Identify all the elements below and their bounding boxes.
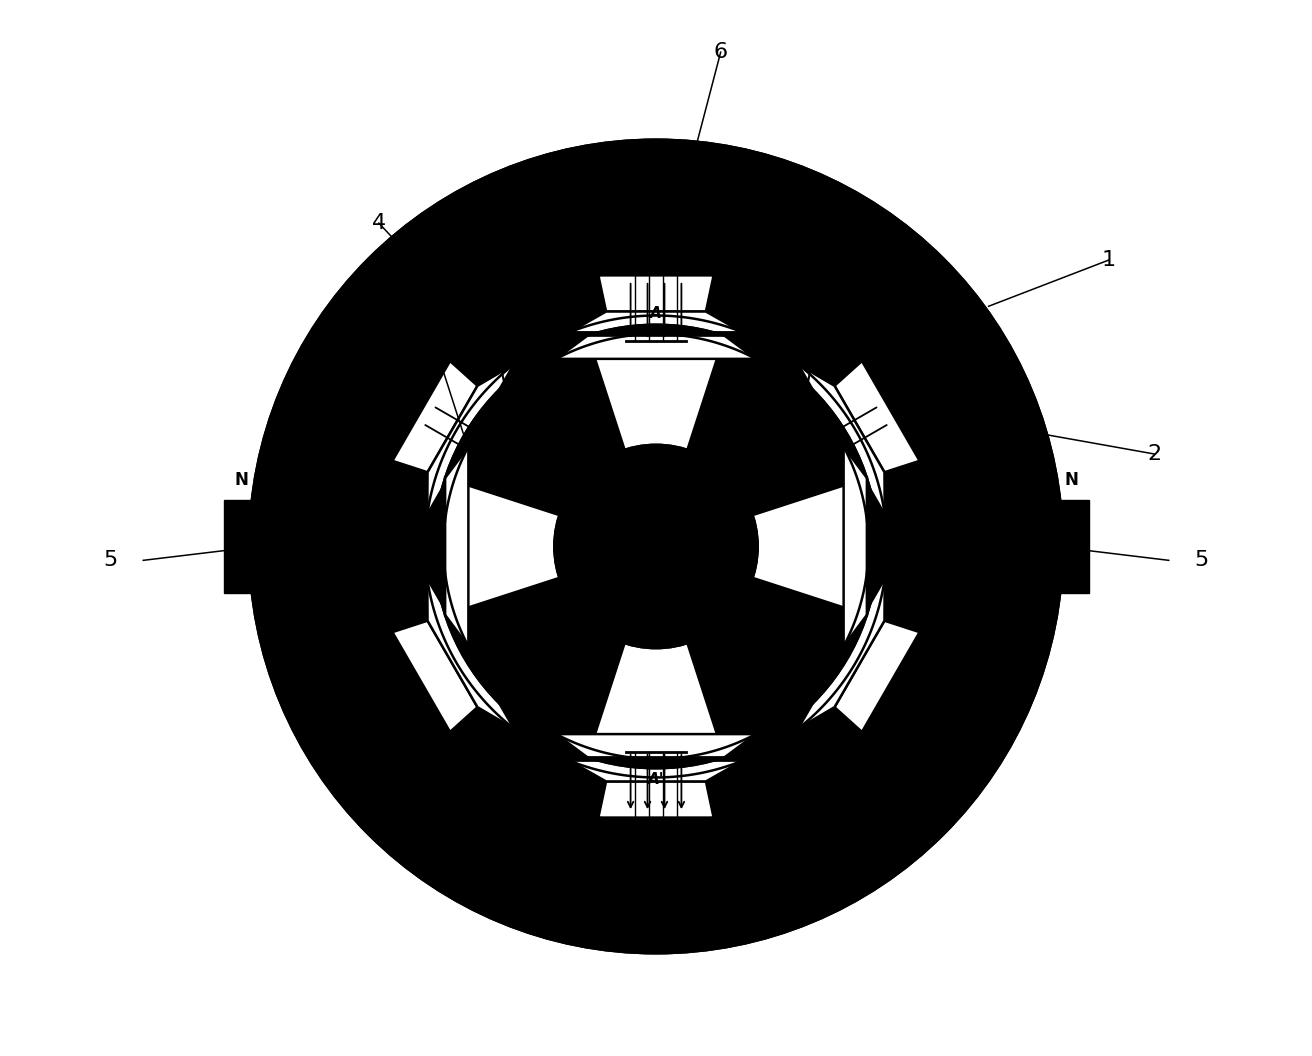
Circle shape — [555, 445, 757, 648]
Polygon shape — [445, 478, 559, 615]
Text: N: N — [235, 471, 248, 489]
Polygon shape — [753, 478, 867, 615]
Circle shape — [623, 514, 689, 579]
Text: S: S — [235, 595, 248, 612]
Text: B: B — [518, 431, 530, 446]
Text: N: N — [1064, 471, 1078, 489]
Polygon shape — [598, 276, 714, 312]
Polygon shape — [428, 579, 514, 729]
Text: 1: 1 — [1102, 250, 1115, 270]
Polygon shape — [798, 364, 884, 514]
Polygon shape — [556, 734, 756, 757]
Circle shape — [778, 366, 792, 380]
Polygon shape — [445, 447, 468, 646]
Polygon shape — [798, 579, 884, 729]
Text: 6: 6 — [714, 42, 728, 62]
Bar — [224, 501, 258, 592]
Polygon shape — [834, 621, 920, 732]
Polygon shape — [844, 447, 867, 646]
Polygon shape — [598, 781, 714, 817]
Text: C: C — [782, 431, 794, 446]
Text: 3: 3 — [428, 334, 441, 353]
Text: S: S — [1065, 595, 1077, 612]
Text: 5: 5 — [104, 550, 118, 570]
Polygon shape — [392, 621, 478, 732]
Text: 4: 4 — [371, 213, 386, 233]
Circle shape — [379, 269, 933, 824]
Text: A': A' — [648, 772, 664, 788]
Circle shape — [249, 140, 1063, 953]
Polygon shape — [392, 361, 478, 472]
Polygon shape — [556, 336, 756, 359]
Polygon shape — [834, 361, 920, 472]
Polygon shape — [588, 336, 724, 450]
Text: C: C — [518, 647, 530, 662]
Circle shape — [434, 325, 878, 768]
Text: 5: 5 — [1194, 550, 1208, 570]
Polygon shape — [428, 364, 514, 514]
Polygon shape — [569, 312, 743, 333]
Polygon shape — [569, 760, 743, 781]
Text: 2: 2 — [1148, 445, 1162, 464]
Text: A: A — [651, 305, 661, 321]
Bar — [1054, 501, 1089, 592]
Text: B': B' — [779, 647, 796, 662]
Polygon shape — [588, 643, 724, 757]
